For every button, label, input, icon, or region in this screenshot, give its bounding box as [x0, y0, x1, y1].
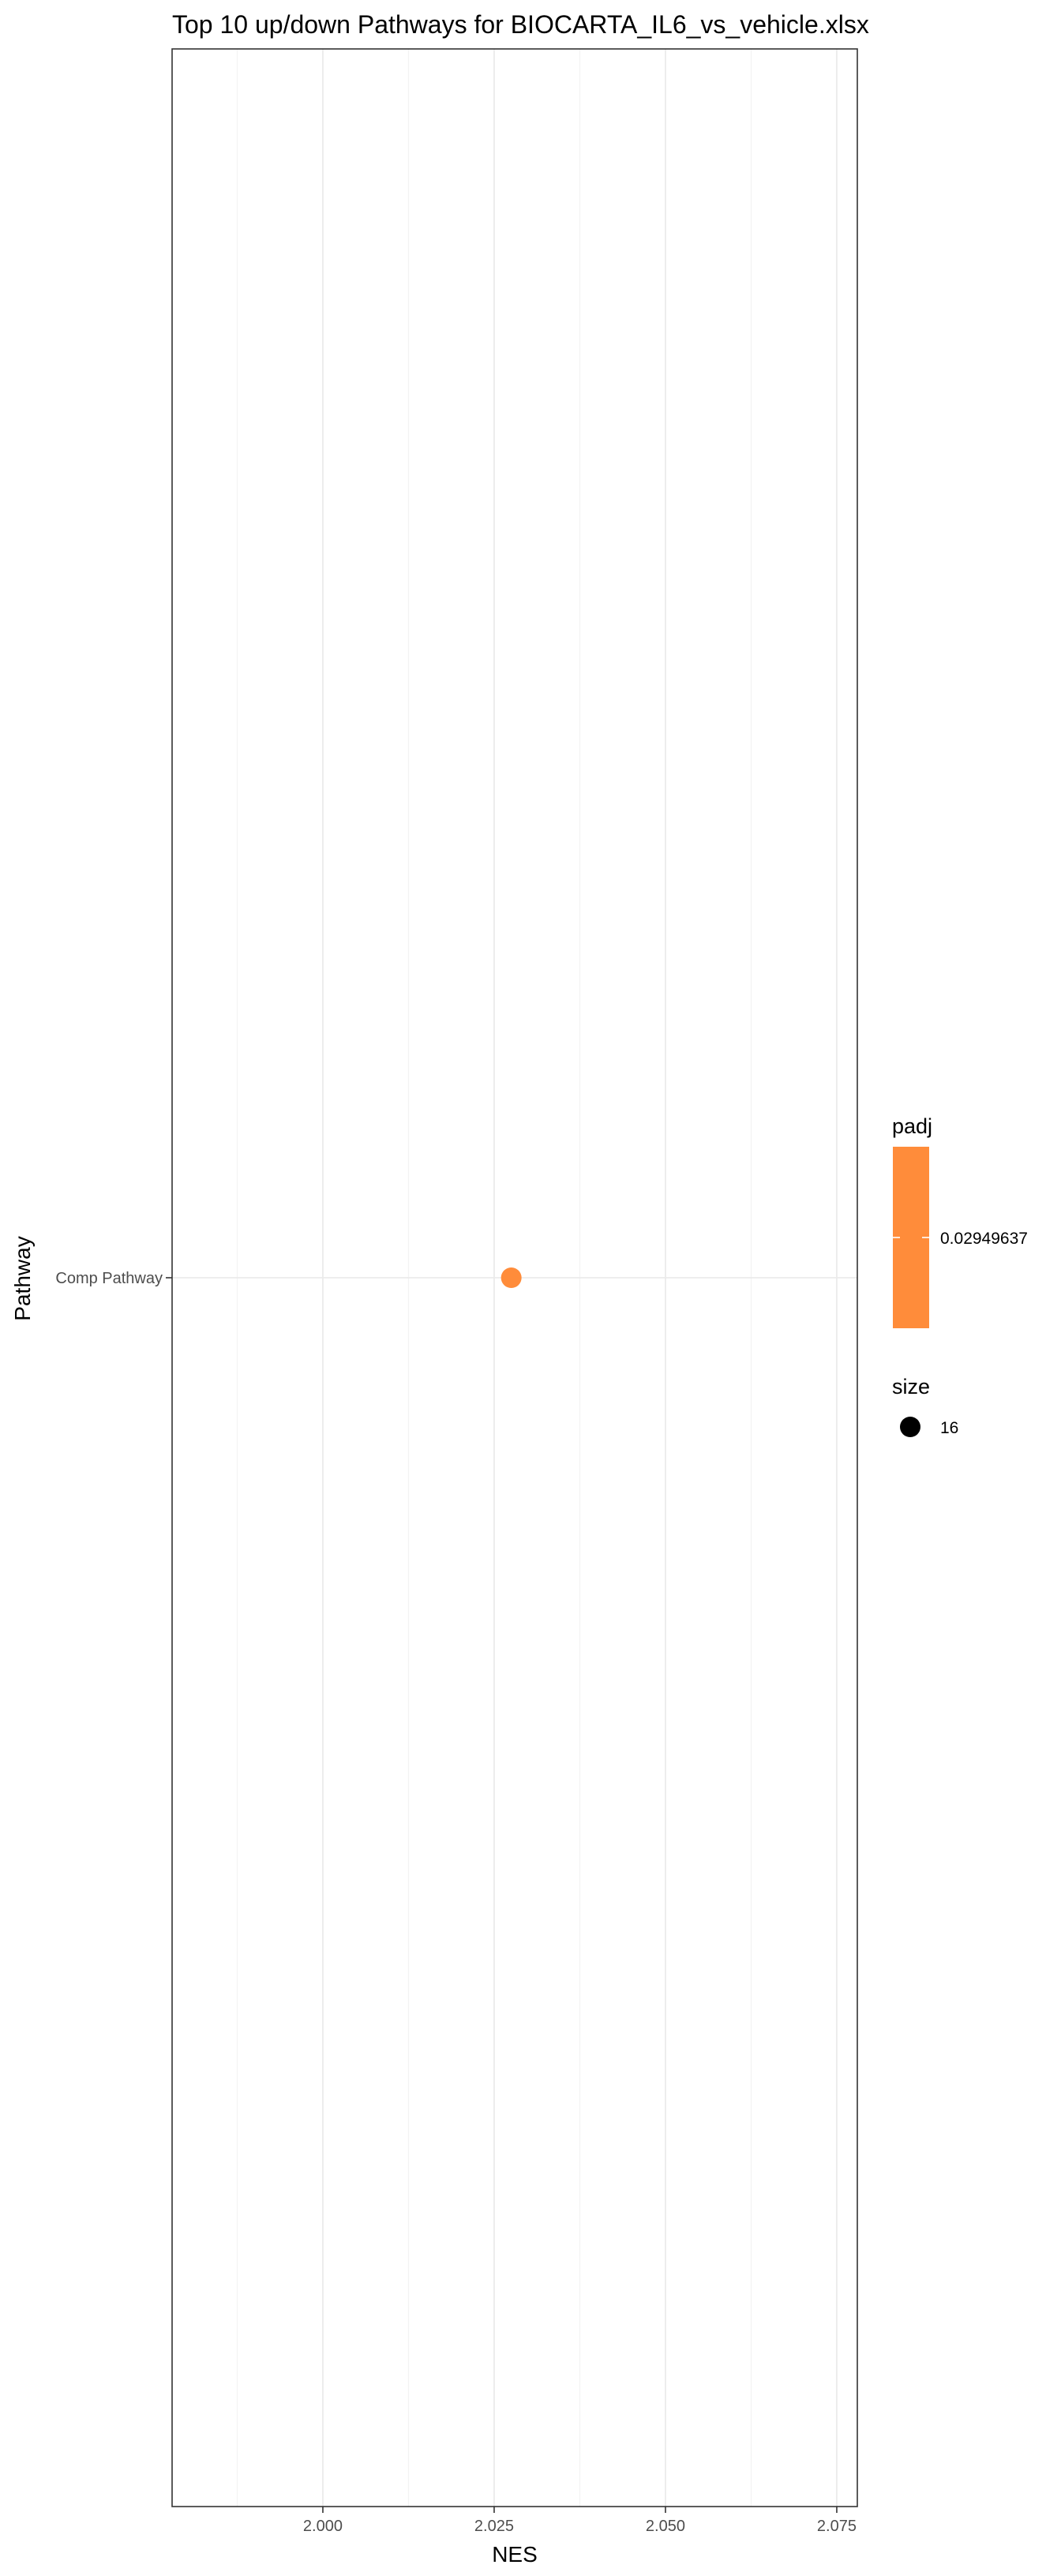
- y-axis-ticks: Comp Pathway: [55, 1270, 172, 1287]
- legend-size-key: [900, 1417, 920, 1437]
- y-axis-title: Pathway: [10, 1236, 35, 1320]
- data-point: [501, 1267, 522, 1288]
- x-tick-label: 2.000: [303, 2518, 343, 2535]
- legend-padj-title: padj: [892, 1114, 932, 1138]
- x-tick-label: 2.025: [474, 2518, 514, 2535]
- x-axis-title: NES: [492, 2542, 538, 2567]
- x-axis-ticks: 2.000 2.025 2.050 2.075: [303, 2507, 857, 2535]
- y-tick-label: Comp Pathway: [55, 1270, 163, 1287]
- legend-size-label: 16: [940, 1419, 958, 1437]
- legend-size: size 16: [892, 1375, 958, 1437]
- x-tick-label: 2.050: [646, 2518, 685, 2535]
- grid-lines: [172, 49, 857, 2507]
- legend-padj: padj 0.02949637: [892, 1114, 1028, 1328]
- x-tick-label: 2.075: [817, 2518, 857, 2535]
- data-points: [501, 1267, 522, 1288]
- chart-title: Top 10 up/down Pathways for BIOCARTA_IL6…: [172, 10, 869, 39]
- legend-size-title: size: [892, 1375, 930, 1398]
- legend-padj-label: 0.02949637: [940, 1230, 1028, 1248]
